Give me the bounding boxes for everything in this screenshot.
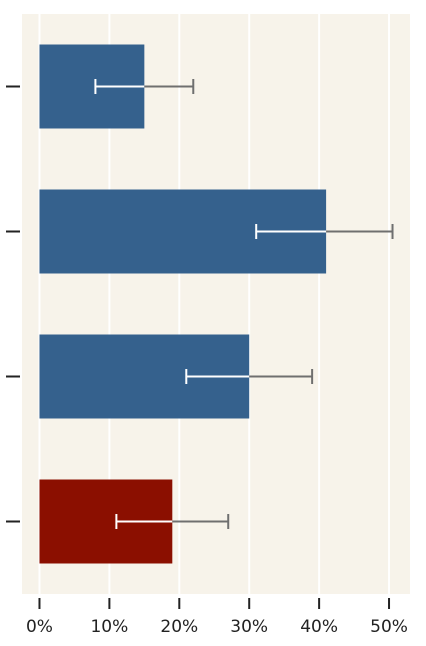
error-bar-layer [94, 79, 394, 529]
x-tick-label-3: 30% [230, 617, 268, 637]
x-tick-label-5: 50% [370, 617, 408, 637]
x-tick-label-2: 20% [160, 617, 198, 637]
x-tick-label-1: 10% [90, 617, 128, 637]
axis-layer: 0% 10% 20% 30% 40% 50% [6, 85, 408, 637]
x-tick-label-0: 0% [26, 617, 53, 637]
x-tick-label-4: 40% [300, 617, 338, 637]
